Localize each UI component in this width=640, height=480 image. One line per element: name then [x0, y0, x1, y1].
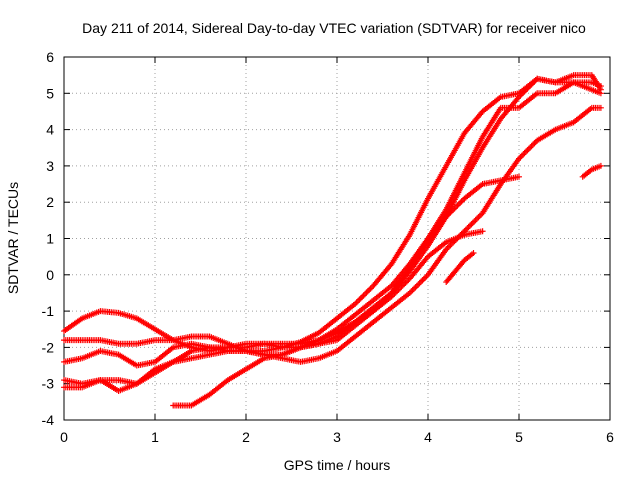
x-tick-label: 4: [424, 429, 432, 445]
data-point: [517, 154, 524, 161]
x-tick-label: 0: [60, 429, 68, 445]
data-point: [474, 215, 480, 222]
data-point: [597, 104, 604, 111]
data-point: [412, 284, 419, 291]
data-point: [357, 295, 364, 302]
data-point: [418, 278, 424, 285]
data-point: [422, 274, 429, 281]
data-point: [367, 285, 374, 292]
data-point: [523, 148, 529, 155]
x-tick-label: 2: [242, 429, 250, 445]
data-point: [517, 92, 524, 99]
data-point: [467, 222, 473, 229]
y-tick-label: 6: [46, 49, 54, 65]
data-point: [364, 288, 371, 295]
y-tick-label: -3: [42, 376, 55, 392]
data-point: [525, 145, 532, 152]
data-point: [416, 280, 423, 287]
series-arc-2: [61, 79, 604, 358]
x-tick-label: 6: [606, 429, 614, 445]
data-point: [597, 162, 604, 169]
data-point: [413, 282, 420, 289]
data-point: [468, 221, 475, 228]
data-point: [356, 296, 363, 303]
data-point: [415, 281, 422, 288]
data-point: [476, 212, 483, 219]
data-point: [464, 225, 471, 232]
data-point: [472, 217, 479, 224]
x-tick-label: 3: [333, 429, 341, 445]
y-tick-label: 0: [46, 267, 54, 283]
data-point: [359, 293, 366, 300]
data-point: [521, 150, 528, 157]
data-point: [362, 291, 368, 298]
data-point: [518, 152, 525, 159]
data-point: [531, 78, 538, 85]
tick-labels: 0 1 2 3 4 5 6 -4 -3 -2 -1 0 1 2 3 4 5 6: [42, 49, 615, 445]
data-point: [597, 90, 604, 97]
data-point: [528, 143, 535, 150]
y-tick-label: 4: [46, 122, 54, 138]
y-tick-label: -4: [42, 412, 55, 428]
data-point: [366, 286, 373, 293]
data-point: [446, 243, 452, 250]
series-arc-7: [443, 250, 477, 286]
y-tick-label: 5: [46, 85, 54, 101]
data-point: [471, 218, 478, 225]
series-arc-8: [579, 162, 604, 180]
x-axis-label: GPS time / hours: [284, 457, 391, 473]
grid: [64, 57, 610, 420]
y-tick-label: -1: [42, 303, 55, 319]
series-arc-6: [170, 75, 604, 409]
data-point: [360, 292, 367, 299]
data-point: [409, 287, 416, 294]
data-point: [531, 140, 538, 147]
data-point: [520, 151, 527, 158]
x-tick-label: 5: [515, 429, 523, 445]
data-point: [530, 141, 536, 148]
series-group: [61, 72, 604, 409]
data-point: [458, 198, 465, 205]
data-point: [355, 298, 361, 305]
x-tick-label: 1: [151, 429, 159, 445]
y-tick-label: -2: [42, 339, 55, 355]
series-arc-1: [61, 72, 604, 355]
data-point: [527, 82, 534, 89]
y-tick-label: 3: [46, 158, 54, 174]
data-point: [520, 89, 527, 96]
y-tick-label: 2: [46, 194, 54, 210]
y-tick-label: 1: [46, 231, 54, 247]
data-point: [363, 289, 370, 296]
data-point: [516, 173, 522, 180]
data-point: [420, 275, 427, 282]
data-point: [411, 285, 417, 292]
data-point: [457, 199, 464, 206]
data-point: [524, 85, 531, 92]
data-point: [470, 250, 477, 257]
data-point: [527, 144, 534, 151]
data-point: [597, 83, 604, 90]
data-point: [419, 277, 426, 284]
data-point: [524, 147, 531, 154]
y-axis-label: SDTVAR / TECUs: [5, 182, 21, 294]
data-point: [469, 219, 476, 226]
series-arc-5: [61, 104, 604, 394]
data-point: [475, 214, 482, 221]
chart-title: Day 211 of 2014, Sidereal Day-to-day VTE…: [82, 20, 586, 36]
data-point: [465, 224, 472, 231]
data-point: [479, 228, 486, 235]
